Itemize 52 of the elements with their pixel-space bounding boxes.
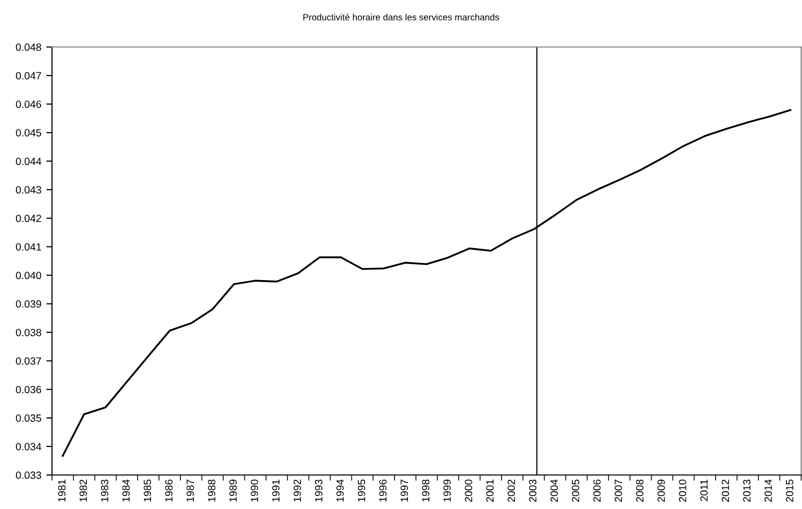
y-tick-label: 0.045: [16, 129, 42, 136]
x-tick-label: 1985: [144, 480, 152, 502]
y-tick-label: 0.042: [16, 214, 42, 222]
x-tick-label: 2004: [550, 479, 558, 502]
x-tick-label: 2006: [593, 480, 601, 502]
y-tick-label: 0.041: [16, 243, 42, 251]
x-tick-label: 2014: [764, 479, 772, 502]
x-tick-label: 2003: [529, 480, 536, 502]
chart-title: Productivité horaire dans les services marchands: [303, 14, 500, 20]
x-tick-label: 1990: [250, 480, 258, 502]
x-tick-label: 1993: [314, 480, 322, 502]
x-tick-label: 1995: [358, 480, 366, 502]
x-tick-label: 2007: [614, 480, 622, 502]
x-tick-label: 2009: [657, 480, 665, 502]
x-tick-label: 1989: [229, 480, 237, 502]
x-tick-label: 2010: [678, 480, 686, 502]
y-tick-label: 0.047: [16, 72, 42, 80]
x-tick-label: 1982: [80, 480, 87, 502]
y-tick-label: 0.040: [16, 272, 42, 280]
x-tick-label: 2005: [572, 480, 580, 502]
x-tick-label: 1988: [208, 480, 216, 502]
x-tick-label: 2002: [508, 480, 516, 502]
x-tick-label: 2013: [743, 480, 750, 502]
y-tick-label: 0.048: [16, 44, 42, 51]
x-tick-label: 1997: [400, 480, 408, 502]
x-tick-label: 2008: [636, 480, 644, 502]
x-tick-label: 2012: [722, 480, 730, 502]
x-tick-label: 1992: [294, 480, 301, 502]
y-tick-label: 0.038: [16, 328, 42, 336]
x-tick-label: 1999: [443, 480, 451, 502]
y-tick-label: 0.039: [16, 300, 42, 308]
x-tick-label: 1983: [100, 480, 108, 502]
y-tick-label: 0.037: [16, 357, 42, 365]
x-tick-label: 1984: [122, 479, 130, 502]
x-tick-label: 2011: [700, 480, 708, 502]
y-tick-label: 0.034: [16, 442, 42, 450]
x-tick-label: 1991: [272, 480, 280, 502]
x-tick-label: 1996: [379, 480, 387, 502]
x-tick-label: 1981: [58, 480, 66, 502]
x-tick-label: 1994: [336, 479, 344, 502]
y-tick-label: 0.033: [16, 472, 42, 479]
y-tick-label: 0.044: [16, 158, 42, 166]
y-tick-label: 0.043: [16, 186, 42, 194]
x-tick-label: 1987: [186, 480, 194, 502]
x-tick-label: 2001: [486, 480, 494, 502]
x-tick-label: 1986: [165, 480, 173, 502]
x-tick-label: 2000: [464, 480, 472, 502]
y-tick-label: 0.046: [16, 100, 42, 108]
x-tick-label: 1998: [422, 480, 430, 502]
y-tick-label: 0.036: [16, 386, 42, 394]
x-tick-label: 2015: [786, 480, 794, 502]
y-tick-label: 0.035: [16, 414, 42, 422]
